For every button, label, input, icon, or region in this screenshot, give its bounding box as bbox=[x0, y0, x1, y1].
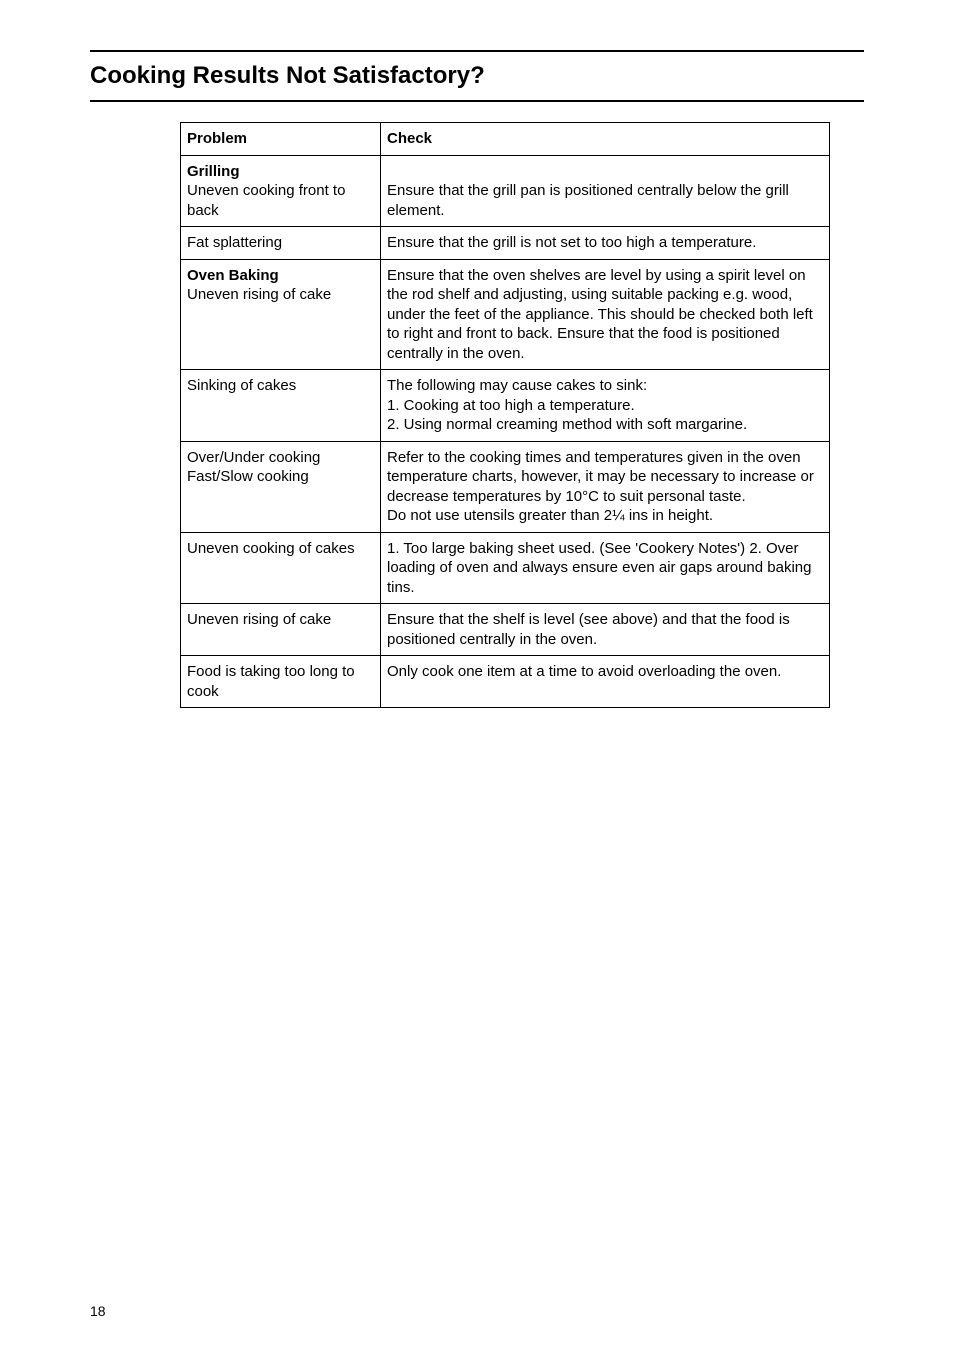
td-check: Ensure that the oven shelves are level b… bbox=[381, 259, 830, 370]
problem-rest: Uneven rising of cake bbox=[187, 286, 331, 303]
td-check: 1. Too large baking sheet used. (See 'Co… bbox=[381, 532, 830, 604]
check-text: Ensure that the grill pan is positioned … bbox=[387, 182, 789, 219]
th-problem: Problem bbox=[181, 123, 381, 156]
table-row: Over/Under cooking Fast/Slow cooking Ref… bbox=[181, 441, 830, 532]
td-check: Only cook one item at a time to avoid ov… bbox=[381, 656, 830, 708]
table-row: Fat splattering Ensure that the grill is… bbox=[181, 227, 830, 260]
problem-bold-label: Grilling bbox=[187, 163, 240, 180]
td-problem: Fat splattering bbox=[181, 227, 381, 260]
td-check: Ensure that the shelf is level (see abov… bbox=[381, 604, 830, 656]
table-row: Uneven rising of cake Ensure that the sh… bbox=[181, 604, 830, 656]
td-check: The following may cause cakes to sink: 1… bbox=[381, 370, 830, 442]
problem-rest: Uneven cooking front to back bbox=[187, 182, 345, 219]
td-problem: Sinking of cakes bbox=[181, 370, 381, 442]
td-problem: Uneven rising of cake bbox=[181, 604, 381, 656]
table-header-row: Problem Check bbox=[181, 123, 830, 156]
page-heading: Cooking Results Not Satisfactory? bbox=[90, 62, 864, 90]
td-problem: Oven Baking Uneven rising of cake bbox=[181, 259, 381, 370]
page-number: 18 bbox=[90, 1303, 106, 1319]
bottom-rule bbox=[90, 100, 864, 102]
td-check: Ensure that the grill pan is positioned … bbox=[381, 155, 830, 227]
table-row: Food is taking too long to cook Only coo… bbox=[181, 656, 830, 708]
td-problem: Grilling Uneven cooking front to back bbox=[181, 155, 381, 227]
table-row: Sinking of cakes The following may cause… bbox=[181, 370, 830, 442]
table-row: Uneven cooking of cakes 1. Too large bak… bbox=[181, 532, 830, 604]
td-check: Ensure that the grill is not set to too … bbox=[381, 227, 830, 260]
td-check: Refer to the cooking times and temperatu… bbox=[381, 441, 830, 532]
td-problem: Uneven cooking of cakes bbox=[181, 532, 381, 604]
troubleshooting-table: Problem Check Grilling Uneven cooking fr… bbox=[180, 122, 830, 708]
td-problem: Over/Under cooking Fast/Slow cooking bbox=[181, 441, 381, 532]
td-problem: Food is taking too long to cook bbox=[181, 656, 381, 708]
troubleshooting-table-wrap: Problem Check Grilling Uneven cooking fr… bbox=[180, 122, 864, 708]
top-rule bbox=[90, 50, 864, 52]
problem-bold-label: Oven Baking bbox=[187, 267, 279, 284]
th-check: Check bbox=[381, 123, 830, 156]
table-row: Oven Baking Uneven rising of cake Ensure… bbox=[181, 259, 830, 370]
table-row: Grilling Uneven cooking front to back En… bbox=[181, 155, 830, 227]
